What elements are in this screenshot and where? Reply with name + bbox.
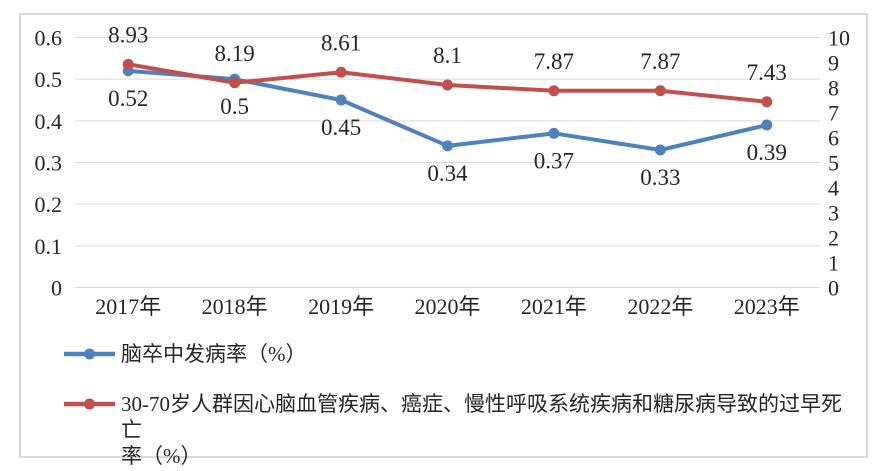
y-axis-tick-left: 0.5 bbox=[35, 67, 63, 92]
data-label: 7.87 bbox=[640, 49, 680, 74]
data-point-marker bbox=[654, 144, 666, 156]
y-axis-tick-right: 4 bbox=[828, 176, 839, 201]
x-axis-label: 2020年 bbox=[414, 294, 480, 319]
y-axis-tick-left: 0 bbox=[51, 276, 62, 301]
y-axis-tick-right: 10 bbox=[828, 26, 850, 51]
data-label: 0.33 bbox=[640, 165, 680, 190]
y-axis-tick-right: 9 bbox=[828, 51, 839, 76]
x-axis-label: 2022年 bbox=[627, 294, 693, 319]
data-label: 0.39 bbox=[747, 140, 787, 165]
y-axis-tick-left: 0.4 bbox=[35, 109, 63, 134]
data-point-marker bbox=[761, 119, 773, 131]
data-label: 8.19 bbox=[215, 41, 255, 66]
legend-label-line-2: 率（%） bbox=[121, 444, 202, 468]
data-point-marker bbox=[548, 85, 560, 97]
y-axis-tick-right: 1 bbox=[828, 251, 839, 276]
x-axis-label: 2021年 bbox=[521, 294, 587, 319]
legend-label-premature-mortality: 30-70岁人群因心脑血管疾病、癌症、慢性呼吸系统疾病和糖尿病导致的过早死亡 率… bbox=[121, 391, 854, 469]
data-label: 8.93 bbox=[108, 22, 148, 47]
data-label: 0.34 bbox=[427, 161, 468, 186]
legend-item-stroke-incidence: 脑卒中发病率（%） bbox=[64, 341, 854, 367]
x-axis-label: 2019年 bbox=[308, 294, 374, 319]
data-point-marker bbox=[335, 66, 347, 78]
legend-line-dot-icon bbox=[64, 348, 115, 360]
data-point-marker bbox=[335, 94, 347, 106]
data-label: 7.43 bbox=[747, 60, 787, 85]
data-point-marker bbox=[548, 127, 560, 139]
data-point-marker bbox=[229, 77, 241, 89]
y-axis-tick-right: 8 bbox=[828, 76, 839, 101]
chart-legend: 脑卒中发病率（%） 30-70岁人群因心脑血管疾病、癌症、慢性呼吸系统疾病和糖尿… bbox=[64, 341, 854, 469]
data-label: 0.37 bbox=[534, 148, 574, 173]
y-axis-tick-right: 5 bbox=[828, 151, 839, 176]
data-point-marker bbox=[654, 85, 666, 97]
legend-label-line-1: 30-70岁人群因心脑血管疾病、癌症、慢性呼吸系统疾病和糖尿病导致的过早死亡 bbox=[121, 392, 842, 442]
y-axis-tick-right: 3 bbox=[828, 201, 839, 226]
x-axis-label: 2018年 bbox=[202, 294, 268, 319]
data-label: 0.52 bbox=[108, 86, 148, 111]
y-axis-tick-right: 6 bbox=[828, 126, 839, 151]
legend-label-stroke-incidence: 脑卒中发病率（%） bbox=[121, 342, 307, 366]
legend-line-dot-icon bbox=[64, 398, 115, 410]
data-label: 8.61 bbox=[321, 30, 361, 55]
data-label: 8.1 bbox=[433, 43, 462, 68]
data-point-marker bbox=[442, 140, 453, 152]
data-label: 0.5 bbox=[220, 94, 249, 119]
x-axis-label: 2017年 bbox=[95, 294, 161, 319]
y-axis-tick-left: 0.2 bbox=[35, 192, 63, 217]
legend-item-premature-mortality: 30-70岁人群因心脑血管疾病、癌症、慢性呼吸系统疾病和糖尿病导致的过早死亡 率… bbox=[64, 391, 854, 469]
data-label: 7.87 bbox=[534, 49, 574, 74]
y-axis-tick-right: 7 bbox=[828, 101, 839, 126]
y-axis-tick-right: 2 bbox=[828, 226, 839, 251]
x-axis-label: 2023年 bbox=[734, 294, 800, 319]
y-axis-tick-left: 0.6 bbox=[35, 26, 63, 51]
data-label: 0.45 bbox=[321, 115, 361, 140]
y-axis-tick-left: 0.1 bbox=[35, 234, 63, 259]
data-point-marker bbox=[442, 79, 453, 91]
data-point-marker bbox=[761, 96, 773, 108]
y-axis-tick-right: 0 bbox=[828, 276, 839, 301]
data-point-marker bbox=[122, 58, 134, 70]
y-axis-tick-left: 0.3 bbox=[35, 151, 63, 176]
